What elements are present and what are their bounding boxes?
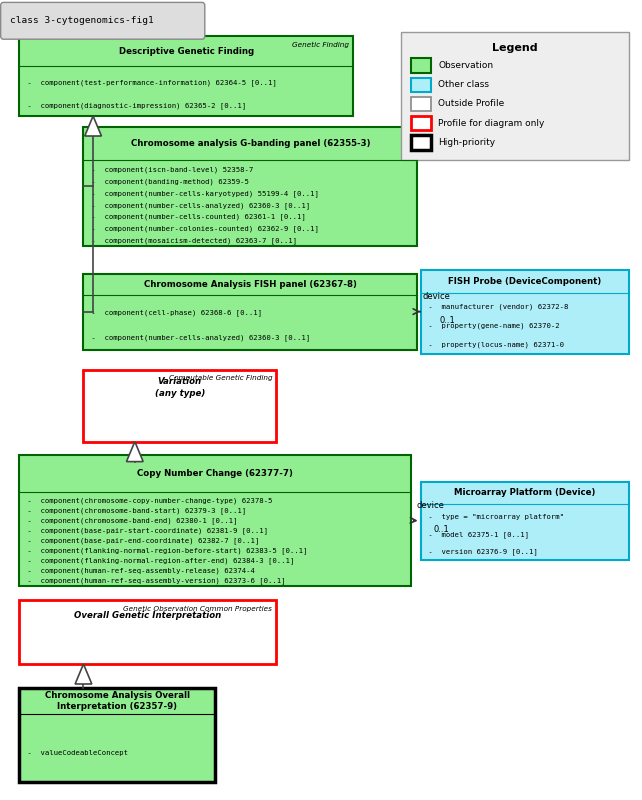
Text: device: device — [422, 292, 450, 301]
Text: -  component(diagnostic-impression) 62365-2 [0..1]: - component(diagnostic-impression) 62365… — [23, 102, 247, 109]
Bar — [19, 36, 353, 116]
Text: -  component(cell-phase) 62368-6 [0..1]: - component(cell-phase) 62368-6 [0..1] — [87, 309, 263, 316]
Bar — [83, 127, 417, 246]
Bar — [421, 482, 629, 560]
Text: -  component(mosaicism-detected) 62363-7 [0..1]: - component(mosaicism-detected) 62363-7 … — [87, 237, 297, 244]
Text: -  component(chromosome-band-start) 62379-3 [0..1]: - component(chromosome-band-start) 62379… — [23, 507, 247, 514]
Text: device: device — [416, 501, 444, 510]
Bar — [411, 78, 431, 92]
Text: Overall Genetic Interpretation: Overall Genetic Interpretation — [74, 611, 221, 621]
Text: Profile for diagram only: Profile for diagram only — [438, 118, 545, 128]
FancyBboxPatch shape — [1, 2, 205, 39]
Text: FISH Probe (DeviceComponent): FISH Probe (DeviceComponent) — [448, 277, 602, 286]
Text: -  component(iscn-band-level) 52358-7: - component(iscn-band-level) 52358-7 — [87, 166, 254, 174]
Text: -  component(chromosome-band-end) 62380-1 [0..1]: - component(chromosome-band-end) 62380-1… — [23, 518, 238, 524]
Text: -  type = "microarray platform": - type = "microarray platform" — [424, 514, 564, 519]
Polygon shape — [75, 664, 92, 684]
Polygon shape — [126, 442, 143, 462]
Text: Other class: Other class — [438, 80, 489, 90]
Bar — [19, 600, 276, 664]
Text: -  component(flanking-normal-region-before-start) 62383-5 [0..1]: - component(flanking-normal-region-befor… — [23, 547, 308, 554]
Bar — [411, 97, 431, 111]
Text: -  component(flanking-normal-region-after-end) 62384-3 [0..1]: - component(flanking-normal-region-after… — [23, 558, 295, 564]
Text: -  valueCodeableConcept: - valueCodeableConcept — [23, 750, 128, 756]
Text: Variation
(any type): Variation (any type) — [155, 378, 205, 398]
Bar — [19, 455, 411, 586]
Text: -  property(gene-name) 62370-2: - property(gene-name) 62370-2 — [424, 322, 560, 329]
Text: -  component(number-cells-analyzed) 62360-3 [0..1]: - component(number-cells-analyzed) 62360… — [87, 334, 311, 342]
Text: Legend: Legend — [492, 43, 538, 53]
Text: -  component(number-cells-counted) 62361-1 [0..1]: - component(number-cells-counted) 62361-… — [87, 214, 306, 220]
Bar — [411, 58, 431, 73]
Text: Genetic Observation Common Properties: Genetic Observation Common Properties — [123, 606, 272, 612]
Polygon shape — [85, 116, 101, 136]
Text: -  component(number-colonies-counted) 62362-9 [0..1]: - component(number-colonies-counted) 623… — [87, 226, 319, 232]
Text: -  component(human-ref-seq-assembly-version) 62373-6 [0..1]: - component(human-ref-seq-assembly-versi… — [23, 578, 286, 585]
Text: Copy Number Change (62377-7): Copy Number Change (62377-7) — [137, 469, 293, 478]
Text: -  component(base-pair-start-coordinate) 62381-9 [0..1]: - component(base-pair-start-coordinate) … — [23, 527, 268, 534]
Text: -  manufacturer (vendor) 62372-8: - manufacturer (vendor) 62372-8 — [424, 303, 569, 310]
Text: 0..1: 0..1 — [433, 525, 449, 534]
Text: Microarray Platform (Device): Microarray Platform (Device) — [454, 488, 596, 497]
Text: -  property(locus-name) 62371-0: - property(locus-name) 62371-0 — [424, 342, 564, 348]
Text: Chromosome analysis G-banding panel (62355-3): Chromosome analysis G-banding panel (623… — [130, 139, 370, 148]
Text: -  model 62375-1 [0..1]: - model 62375-1 [0..1] — [424, 531, 530, 538]
Text: Observation: Observation — [438, 61, 494, 70]
Text: -  component(base-pair-end-coordinate) 62382-7 [0..1]: - component(base-pair-end-coordinate) 62… — [23, 538, 259, 544]
Text: -  version 62376-9 [0..1]: - version 62376-9 [0..1] — [424, 549, 538, 555]
Text: -  component(number-cells-analyzed) 62360-3 [0..1]: - component(number-cells-analyzed) 62360… — [87, 202, 311, 209]
Bar — [411, 116, 431, 130]
Text: Computable Genetic Finding: Computable Genetic Finding — [169, 375, 272, 382]
Bar — [411, 135, 431, 150]
Text: -  component(human-ref-seq-assembly-release) 62374-4: - component(human-ref-seq-assembly-relea… — [23, 568, 255, 574]
Bar — [83, 370, 276, 442]
Text: 0..1: 0..1 — [440, 316, 456, 325]
Text: -  component(banding-method) 62359-5: - component(banding-method) 62359-5 — [87, 178, 249, 185]
Text: Genetic Finding: Genetic Finding — [292, 42, 349, 48]
Text: Descriptive Genetic Finding: Descriptive Genetic Finding — [119, 46, 254, 56]
Text: -  component(test-performance-information) 62364-5 [0..1]: - component(test-performance-information… — [23, 79, 277, 86]
Bar — [421, 270, 629, 354]
Text: Chromosome Analysis FISH panel (62367-8): Chromosome Analysis FISH panel (62367-8) — [144, 280, 357, 289]
Text: -  component(chromosome-copy-number-change-type) 62378-5: - component(chromosome-copy-number-chang… — [23, 498, 272, 504]
Bar — [83, 274, 417, 350]
Text: class 3-cytogenomics-fig1: class 3-cytogenomics-fig1 — [10, 16, 153, 26]
Text: Chromosome Analysis Overall
Interpretation (62357-9): Chromosome Analysis Overall Interpretati… — [45, 691, 189, 711]
Bar — [401, 32, 629, 160]
Bar — [19, 688, 215, 782]
Text: Outside Profile: Outside Profile — [438, 99, 505, 109]
Text: High-priority: High-priority — [438, 138, 496, 147]
Text: -  component(number-cells-karyotyped) 55199-4 [0..1]: - component(number-cells-karyotyped) 551… — [87, 190, 319, 197]
